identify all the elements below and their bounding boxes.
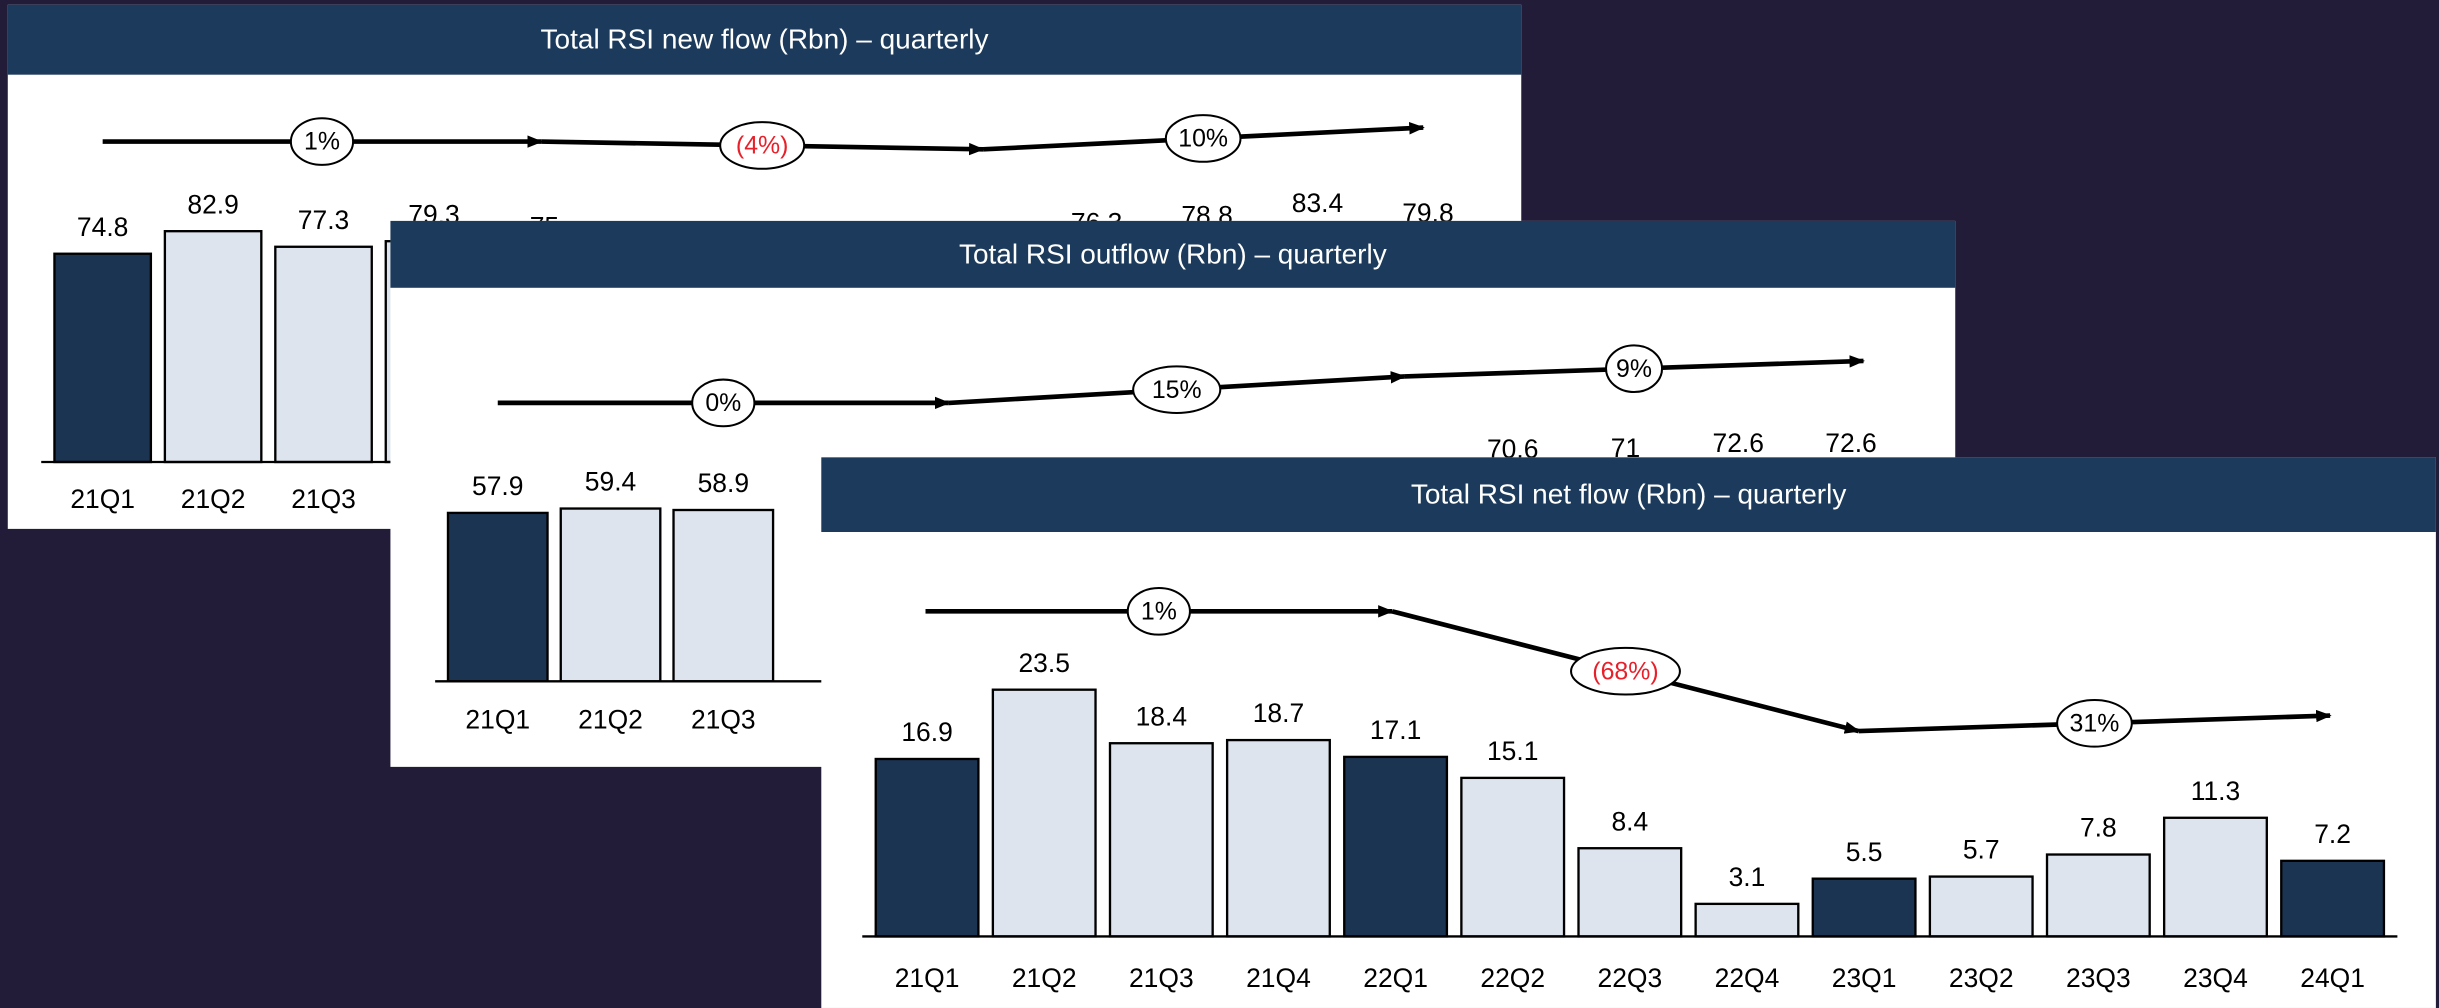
value-label: 16.9 xyxy=(901,717,952,747)
panel-header xyxy=(390,220,1956,288)
x-tick-label: 21Q4 xyxy=(1246,963,1311,993)
bar xyxy=(1108,742,1214,938)
x-tick-label: 23Q1 xyxy=(1832,963,1897,993)
x-tick-label: 22Q3 xyxy=(1597,963,1662,993)
bar xyxy=(446,511,549,683)
bar xyxy=(559,507,662,683)
x-tick-label: 24Q1 xyxy=(2300,963,2365,993)
chart-title: Total RSI net flow (Rbn) – quarterly xyxy=(1411,479,1847,510)
x-tick-label: 21Q1 xyxy=(895,963,960,993)
bar xyxy=(2162,816,2268,938)
x-tick-label: 21Q2 xyxy=(181,484,246,514)
x-tick-label: 21Q3 xyxy=(691,705,756,735)
bar xyxy=(2045,853,2151,938)
growth-bubble xyxy=(719,121,806,170)
x-tick-label: 23Q3 xyxy=(2066,963,2131,993)
value-label: 83.4 xyxy=(1292,188,1343,218)
value-label: 57.9 xyxy=(472,471,523,501)
panel-header xyxy=(7,4,1522,75)
bar xyxy=(991,688,1097,938)
bar xyxy=(163,230,263,464)
value-label: 5.5 xyxy=(1846,837,1883,867)
value-label: 7.8 xyxy=(2080,813,2117,843)
value-label: 5.7 xyxy=(1963,835,2000,865)
growth-bubble xyxy=(691,378,756,428)
x-tick-label: 21Q1 xyxy=(70,484,135,514)
value-label: 18.4 xyxy=(1136,701,1187,731)
growth-bubble xyxy=(1164,114,1242,163)
bar xyxy=(1577,847,1683,938)
growth-bubble xyxy=(1605,344,1664,394)
x-tick-label: 22Q4 xyxy=(1715,963,1780,993)
bar xyxy=(53,252,153,464)
value-label: 72.6 xyxy=(1825,428,1876,458)
growth-bubble xyxy=(1126,586,1191,636)
value-label: 15.1 xyxy=(1487,736,1538,766)
value-label: 17.1 xyxy=(1370,715,1421,745)
growth-bubble xyxy=(289,117,355,166)
x-tick-label: 21Q3 xyxy=(291,484,356,514)
panel-header xyxy=(821,457,2436,532)
value-label: 77.3 xyxy=(298,205,349,235)
x-tick-label: 21Q2 xyxy=(1012,963,1077,993)
growth-label: 1% xyxy=(1141,597,1177,625)
value-label: 7.2 xyxy=(2314,819,2351,849)
growth-label: 15% xyxy=(1152,376,1202,404)
x-tick-label: 21Q2 xyxy=(578,705,643,735)
x-tick-label: 22Q1 xyxy=(1363,963,1428,993)
value-label: 8.4 xyxy=(1611,806,1648,836)
growth-bubble xyxy=(1132,365,1222,415)
bar xyxy=(874,757,980,938)
growth-label: 1% xyxy=(304,128,340,156)
bar xyxy=(1694,902,1800,938)
bar xyxy=(1225,738,1331,938)
x-tick-label: 23Q2 xyxy=(1949,963,2014,993)
growth-label: 31% xyxy=(2070,709,2120,737)
growth-bubble xyxy=(2056,698,2133,748)
x-tick-label: 21Q3 xyxy=(1129,963,1194,993)
growth-bubble xyxy=(1570,646,1681,696)
growth-label: (4%) xyxy=(736,132,789,160)
growth-label: 9% xyxy=(1616,355,1652,383)
bar xyxy=(672,508,775,683)
x-tick-label: 22Q2 xyxy=(1480,963,1545,993)
x-tick-label: 23Q4 xyxy=(2183,963,2248,993)
bar xyxy=(1811,877,1917,938)
bar xyxy=(2280,859,2386,938)
value-label: 58.9 xyxy=(698,468,749,498)
growth-label: (68%) xyxy=(1592,657,1658,685)
value-label: 3.1 xyxy=(1729,862,1766,892)
value-label: 72.6 xyxy=(1713,428,1764,458)
chart-title: Total RSI new flow (Rbn) – quarterly xyxy=(541,24,989,55)
value-label: 18.7 xyxy=(1253,698,1304,728)
value-label: 74.8 xyxy=(77,212,128,242)
value-label: 59.4 xyxy=(585,467,636,497)
chart-panel: Total RSI net flow (Rbn) – quarterly 16.9… xyxy=(821,457,2436,1008)
bar xyxy=(1928,875,2034,938)
value-label: 82.9 xyxy=(187,189,238,219)
value-label: 23.5 xyxy=(1018,648,1069,678)
bar xyxy=(274,245,373,464)
growth-label: 0% xyxy=(705,389,741,417)
bar xyxy=(1460,776,1566,938)
value-label: 11.3 xyxy=(2191,776,2241,806)
growth-label: 10% xyxy=(1178,125,1228,153)
bar xyxy=(1343,755,1449,938)
chart-title: Total RSI outflow (Rbn) – quarterly xyxy=(959,238,1387,269)
x-tick-label: 21Q1 xyxy=(465,705,530,735)
